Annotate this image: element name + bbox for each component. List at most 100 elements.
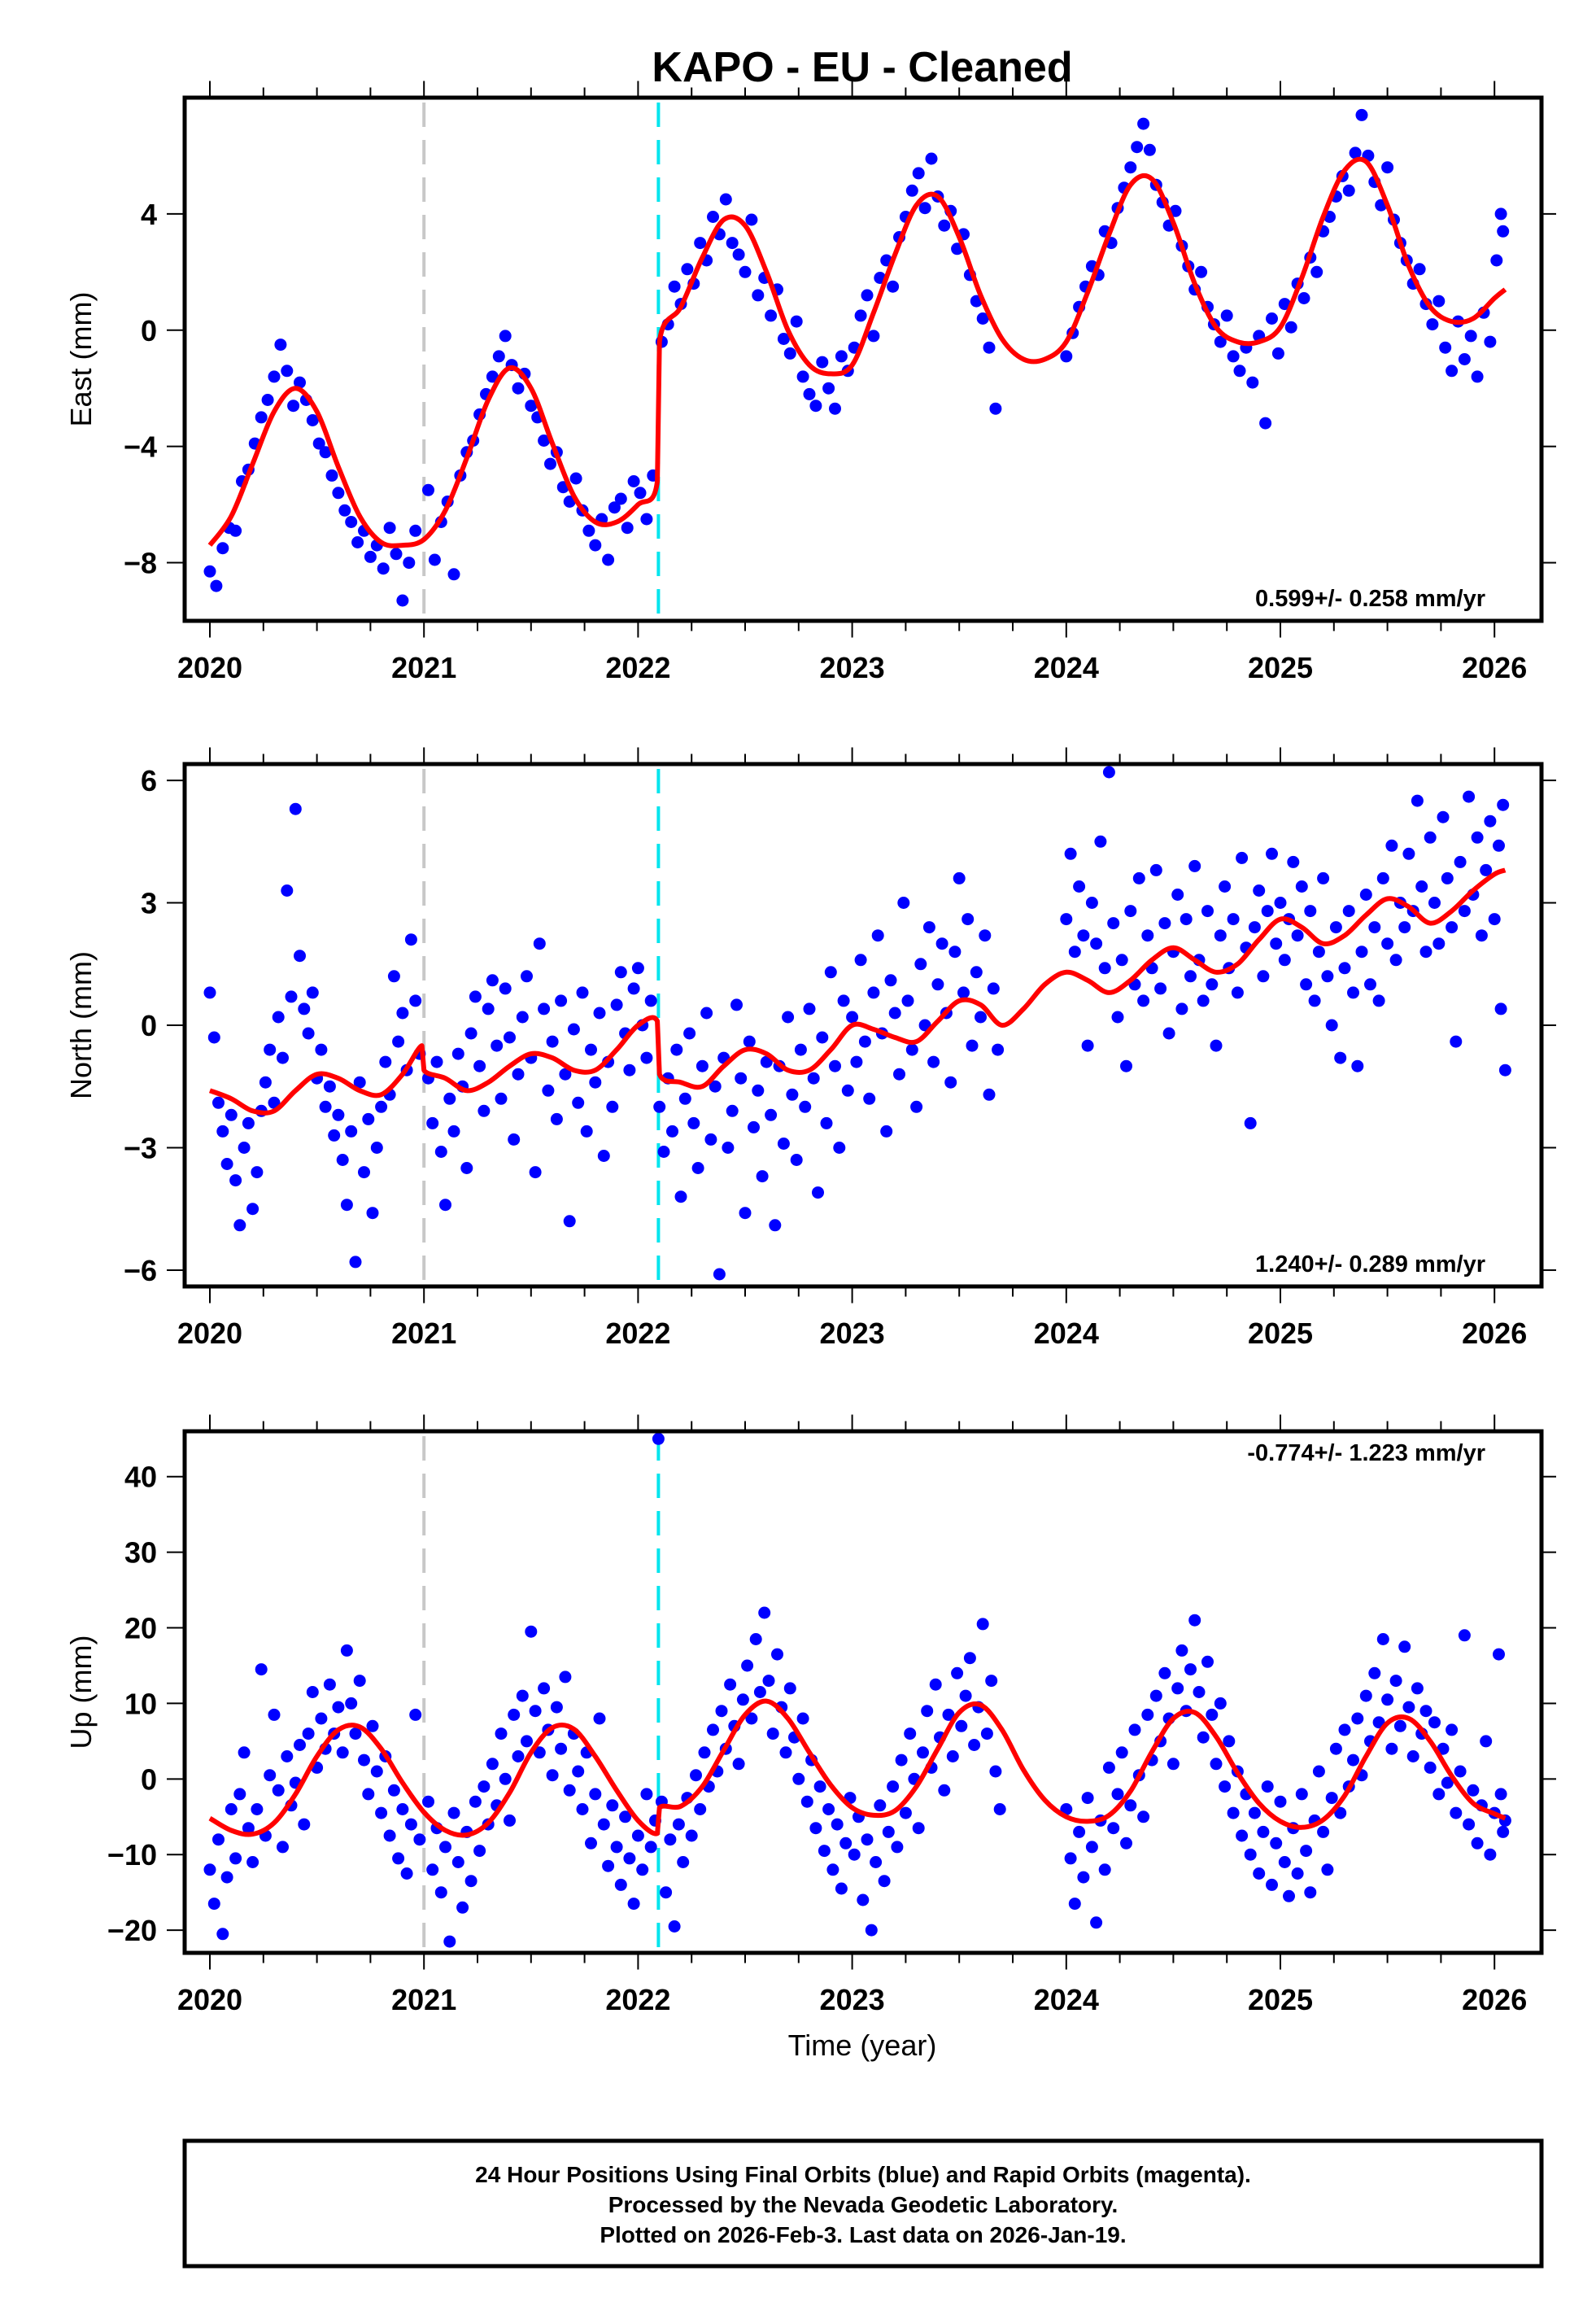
data-point — [323, 1080, 336, 1093]
data-point — [281, 365, 294, 378]
data-point — [1368, 1666, 1381, 1679]
data-point — [678, 1092, 691, 1105]
data-point — [251, 1166, 264, 1179]
data-point — [409, 524, 422, 537]
data-point — [212, 1833, 225, 1846]
data-point — [839, 1837, 853, 1850]
data-point — [1490, 254, 1503, 267]
data-point — [1291, 1867, 1304, 1880]
data-point — [434, 1146, 447, 1158]
data-point — [1278, 1856, 1291, 1868]
y-tick-label: 30 — [124, 1536, 157, 1570]
data-point — [597, 1818, 610, 1831]
data-point — [1143, 143, 1156, 156]
data-point — [1060, 350, 1073, 363]
data-point — [1278, 954, 1291, 967]
data-point — [1406, 1750, 1419, 1762]
data-point — [976, 1618, 989, 1631]
data-point — [1206, 978, 1219, 991]
data-point — [857, 1893, 870, 1906]
data-point — [1274, 897, 1287, 909]
data-point — [640, 1051, 653, 1064]
data-point — [387, 970, 400, 983]
data-point — [1184, 970, 1197, 983]
data-point — [1463, 790, 1476, 803]
data-point — [1310, 265, 1323, 278]
data-point — [779, 1746, 792, 1759]
data-point — [220, 1871, 233, 1884]
data-point — [1446, 921, 1459, 934]
data-point — [323, 1678, 336, 1691]
data-point — [1308, 994, 1321, 1007]
data-point — [508, 1133, 521, 1146]
data-point — [715, 1705, 728, 1718]
data-point — [482, 1002, 495, 1015]
data-point — [640, 513, 653, 526]
data-point — [375, 1100, 388, 1113]
data-point — [683, 1027, 696, 1040]
data-point — [473, 1059, 486, 1072]
x-tick-label: 2021 — [391, 1317, 456, 1350]
east-rate-label: 0.599+/- 0.258 mm/yr — [1255, 586, 1485, 612]
data-point — [694, 1803, 707, 1815]
data-point — [1389, 954, 1402, 967]
data-point — [504, 1031, 516, 1044]
data-point — [1287, 855, 1300, 868]
data-point — [1471, 370, 1484, 383]
data-point — [544, 457, 556, 470]
data-point — [1236, 851, 1249, 864]
data-point — [741, 1659, 754, 1672]
data-point — [225, 1803, 238, 1815]
data-point — [1166, 1758, 1180, 1771]
data-point — [809, 1822, 822, 1835]
data-point — [1349, 146, 1362, 159]
data-point — [1372, 1716, 1385, 1729]
data-point — [850, 1055, 863, 1068]
data-point — [893, 1068, 905, 1081]
data-point — [1385, 1742, 1398, 1755]
data-point — [652, 1432, 665, 1445]
y-tick-label: 0 — [141, 1762, 157, 1796]
data-point — [1498, 1063, 1511, 1077]
y-tick-label: 40 — [124, 1461, 157, 1494]
data-point — [1385, 839, 1398, 852]
data-point — [1484, 1848, 1497, 1861]
footer-box: 24 Hour Positions Using Final Orbits (bl… — [182, 2138, 1544, 2269]
data-point — [818, 1845, 831, 1858]
data-point — [619, 1810, 632, 1823]
data-point — [281, 884, 294, 897]
data-point — [1223, 1735, 1236, 1748]
data-point — [379, 1055, 392, 1068]
data-point — [1329, 921, 1342, 934]
data-point — [559, 1068, 572, 1081]
x-tick-label: 2025 — [1248, 1983, 1313, 2016]
data-point — [1227, 350, 1240, 363]
data-point — [921, 1705, 934, 1718]
data-point — [512, 382, 525, 395]
data-point — [492, 350, 505, 363]
data-point — [704, 1133, 717, 1146]
data-point — [1206, 1708, 1219, 1721]
data-point — [486, 974, 499, 987]
data-point — [246, 1203, 259, 1216]
data-point — [396, 594, 409, 607]
data-point — [1300, 1845, 1313, 1858]
data-point — [980, 1727, 993, 1740]
data-point — [722, 1142, 735, 1154]
data-point — [533, 937, 546, 950]
data-point — [1233, 365, 1246, 378]
data-point — [443, 1092, 456, 1105]
data-point — [602, 553, 615, 566]
data-point — [1304, 1886, 1317, 1899]
data-point — [447, 1806, 460, 1819]
data-point — [765, 1108, 778, 1121]
data-point — [1081, 1792, 1094, 1805]
data-point — [1274, 1795, 1287, 1808]
data-point — [1124, 161, 1137, 174]
data-point — [1471, 831, 1484, 844]
data-point — [229, 1174, 242, 1187]
data-point — [660, 1886, 673, 1899]
y-tick-label: −20 — [107, 1914, 157, 1947]
data-point — [861, 1833, 874, 1846]
data-point — [387, 1784, 400, 1797]
